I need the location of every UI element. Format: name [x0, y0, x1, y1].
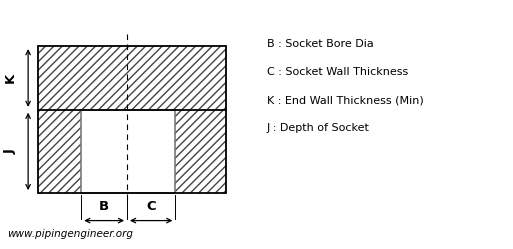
Bar [81, 110, 175, 193]
Text: J: J [4, 149, 17, 154]
Bar [38, 46, 226, 193]
Bar [38, 46, 226, 193]
Text: C: C [146, 200, 156, 213]
Bar [81, 110, 175, 193]
Text: K: K [4, 73, 17, 83]
Text: www.pipingengineer.org: www.pipingengineer.org [7, 229, 133, 239]
Text: B: B [99, 200, 109, 213]
Text: C : Socket Wall Thickness: C : Socket Wall Thickness [267, 67, 408, 77]
Text: K : End Wall Thickness (Min): K : End Wall Thickness (Min) [267, 95, 424, 105]
Text: B : Socket Bore Dia: B : Socket Bore Dia [267, 39, 373, 49]
Text: J : Depth of Socket: J : Depth of Socket [267, 123, 370, 133]
